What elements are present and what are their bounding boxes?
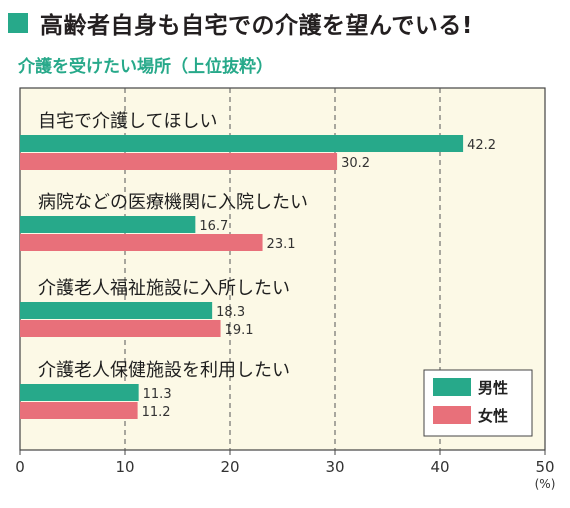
value-label: 11.3 — [143, 387, 172, 402]
chart-subtitle: 介護を受けたい場所（上位抜粋） — [18, 57, 273, 77]
x-tick-label: 50 — [535, 458, 554, 476]
x-tick-label: 20 — [220, 458, 239, 476]
bar-female — [20, 234, 263, 251]
bar-female — [20, 402, 138, 419]
category-label: 自宅で介護してほしい — [38, 111, 217, 132]
x-tick-label: 30 — [325, 458, 344, 476]
category-label: 介護老人福祉施設に入所したい — [38, 278, 290, 299]
bar-male — [20, 216, 196, 233]
legend-swatch-male — [433, 378, 471, 396]
value-label: 23.1 — [267, 237, 296, 252]
value-label: 18.3 — [216, 305, 245, 320]
legend-label: 女性 — [478, 407, 508, 425]
legend-label: 男性 — [478, 379, 508, 397]
bar-female — [20, 153, 338, 170]
value-label: 42.2 — [467, 138, 496, 153]
value-label: 19.1 — [225, 323, 254, 338]
category-label: 介護老人保健施設を利用したい — [38, 360, 290, 381]
category-label: 病院などの医療機関に入院したい — [38, 192, 308, 213]
x-tick-label: 40 — [430, 458, 449, 476]
bar-female — [20, 320, 221, 337]
bar-male — [20, 302, 213, 319]
x-tick-label: 0 — [15, 458, 25, 476]
bar-male — [20, 384, 139, 401]
heading-text: 高齢者自身も自宅での介護を望んでいる! — [40, 13, 473, 39]
x-tick-label: 10 — [115, 458, 134, 476]
value-label: 30.2 — [341, 156, 370, 171]
chart-heading: 高齢者自身も自宅での介護を望んでいる! — [8, 6, 473, 40]
value-label: 16.7 — [199, 219, 228, 234]
unit-label: (%) — [535, 477, 556, 491]
heading-square-icon — [8, 13, 28, 33]
legend-swatch-female — [433, 406, 471, 424]
bar-male — [20, 135, 464, 152]
value-label: 11.2 — [142, 405, 171, 420]
